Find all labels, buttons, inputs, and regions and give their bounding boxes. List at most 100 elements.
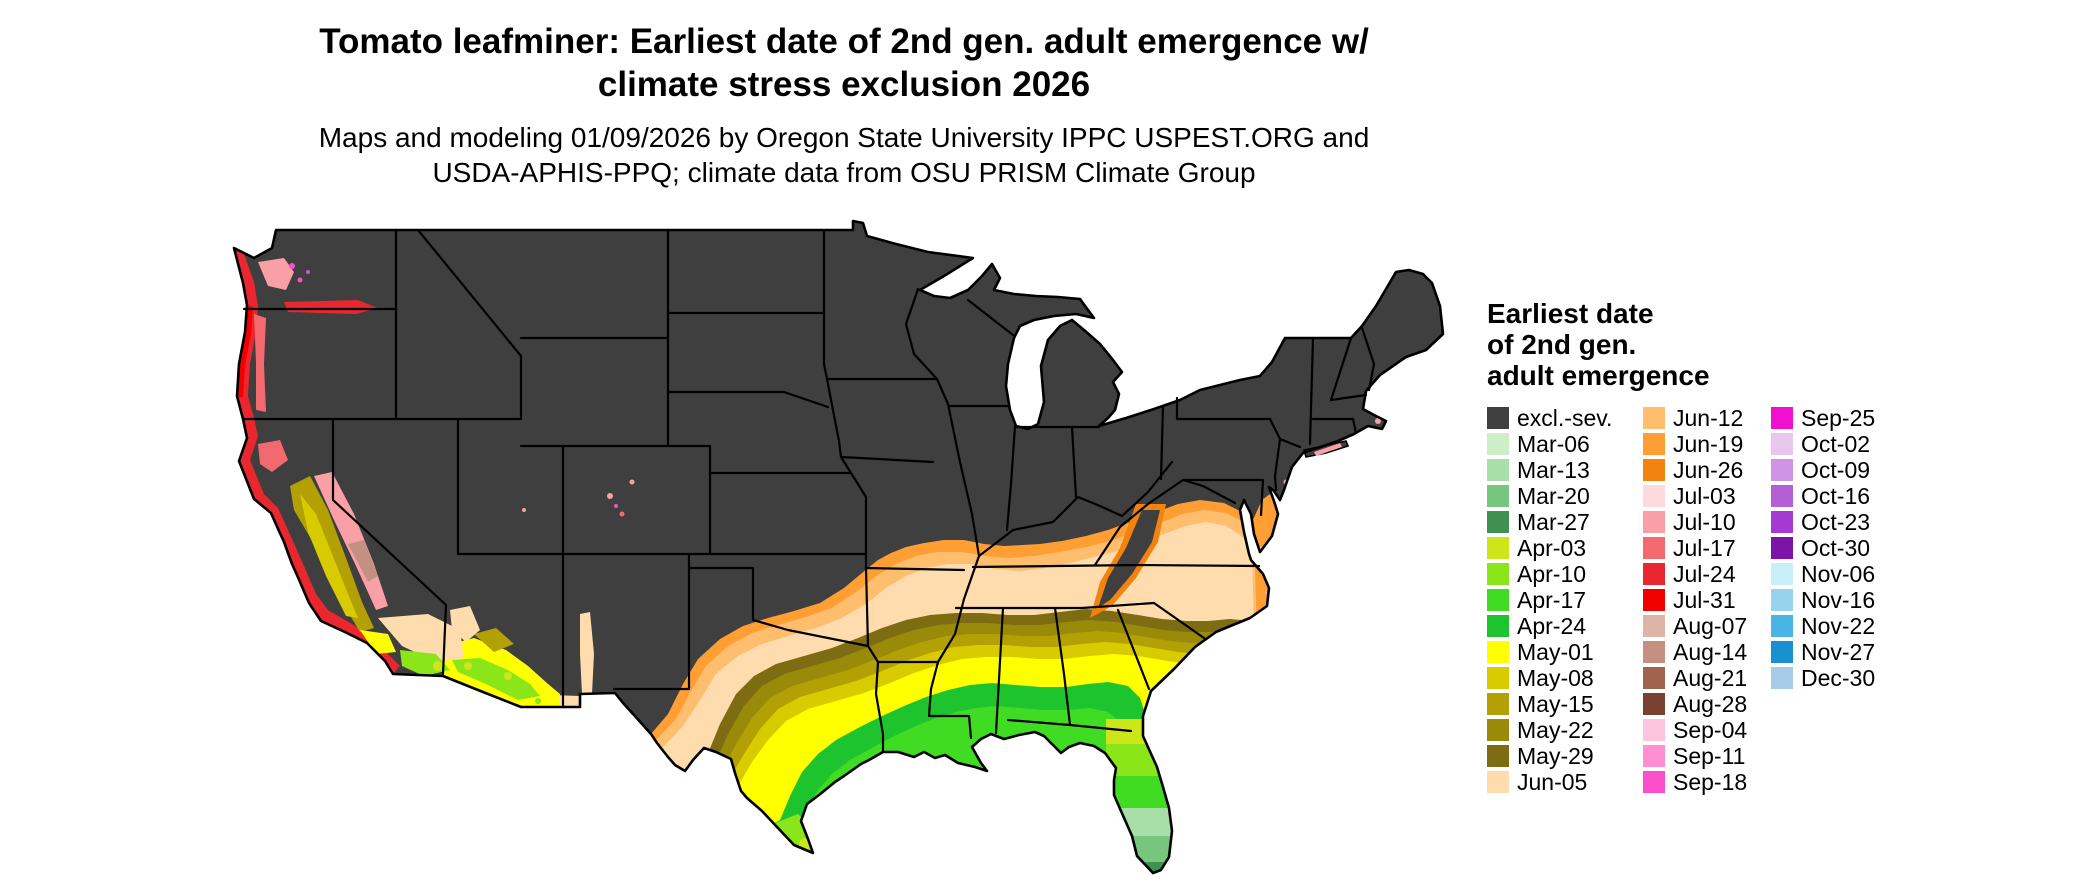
region-rockies-sep18-speck: [614, 504, 618, 508]
legend-label: Aug-07: [1673, 612, 1748, 639]
legend-label: Dec-30: [1801, 664, 1876, 691]
legend-swatch: [1643, 693, 1665, 715]
legend-item: May-08: [1487, 665, 1627, 691]
legend-label: May-15: [1517, 690, 1594, 717]
legend-swatch: [1487, 511, 1509, 533]
legend-swatch: [1643, 771, 1665, 793]
legend: Earliest date of 2nd gen. adult emergenc…: [1487, 298, 1875, 795]
legend-item: Jun-19: [1643, 431, 1755, 457]
legend-swatch: [1771, 537, 1793, 559]
region-columbia-basin-jul24: [284, 300, 378, 314]
legend-item: May-15: [1487, 691, 1627, 717]
map-subtitle-line2: USDA-APHIS-PPQ; climate data from OSU PR…: [432, 157, 1256, 188]
legend-item: Nov-06: [1771, 561, 1875, 587]
legend-label: Nov-16: [1801, 586, 1876, 613]
region-rockies-jul10-speck: [607, 493, 613, 499]
legend-swatch: [1771, 589, 1793, 611]
legend-swatch: [1487, 485, 1509, 507]
legend-item: Apr-03: [1487, 535, 1627, 561]
legend-item: Apr-24: [1487, 613, 1627, 639]
legend-label: Nov-06: [1801, 560, 1876, 587]
legend-item: Jul-17: [1643, 535, 1755, 561]
legend-heading-line1: Earliest date: [1487, 298, 1654, 329]
region-cascades-sep18-speck2: [297, 277, 303, 283]
legend-item: Jun-05: [1487, 769, 1627, 795]
legend-swatch: [1643, 485, 1665, 507]
legend-swatch: [1643, 511, 1665, 533]
state-borders: [242, 228, 1376, 754]
legend-item: Oct-30: [1771, 535, 1875, 561]
legend-label: Jul-24: [1673, 560, 1736, 587]
legend-item: Jul-03: [1643, 483, 1755, 509]
legend-item: Aug-14: [1643, 639, 1755, 665]
legend-item: Mar-06: [1487, 431, 1627, 457]
legend-label: Nov-22: [1801, 612, 1876, 639]
region-norcal-jul17: [258, 440, 288, 472]
legend-swatch: [1487, 615, 1509, 637]
legend-swatch: [1643, 407, 1665, 429]
region-snevada-jun05: [450, 606, 480, 642]
legend-item: Sep-04: [1643, 717, 1755, 743]
legend-label: May-22: [1517, 716, 1594, 743]
legend-label: Oct-16: [1801, 482, 1871, 509]
region-rockies-jul10-speck2: [629, 479, 635, 485]
legend-label: excl.-sev.: [1517, 404, 1613, 431]
map-title-line1: Tomato leafminer: Earliest date of 2nd g…: [319, 22, 1369, 61]
legend-swatch: [1487, 537, 1509, 559]
legend-item: May-29: [1487, 743, 1627, 769]
legend-swatch: [1487, 771, 1509, 793]
legend-swatch: [1771, 615, 1793, 637]
legend-swatch: [1771, 485, 1793, 507]
legend-label: Jun-05: [1517, 768, 1588, 795]
legend-item: Sep-25: [1771, 405, 1875, 431]
legend-label: Jul-03: [1673, 482, 1736, 509]
legend-swatch: [1487, 407, 1509, 429]
region-mojave-jun05: [378, 614, 464, 662]
legend-item: Oct-02: [1771, 431, 1875, 457]
legend-label: Apr-24: [1517, 612, 1587, 639]
legend-item: Nov-22: [1771, 613, 1875, 639]
region-coast-jul31: [237, 305, 253, 398]
legend-heading-line3: adult emergence: [1487, 360, 1710, 391]
legend-item: excl.-sev.: [1487, 405, 1627, 431]
legend-item: May-01: [1487, 639, 1627, 665]
legend-label: Mar-27: [1517, 508, 1590, 535]
region-willamette-jul17: [254, 314, 266, 412]
region-capecod-jul10-speck: [1375, 418, 1381, 424]
region-nm-riogrande-jun05: [580, 612, 594, 694]
legend-item: Sep-11: [1643, 743, 1755, 769]
region-florida-apr03: [1106, 719, 1190, 744]
legend-item: Aug-21: [1643, 665, 1755, 691]
legend-label: Jun-12: [1673, 404, 1744, 431]
legend-label: Jun-19: [1673, 430, 1744, 457]
region-appalachia-excluded-wedge: [1098, 510, 1160, 608]
region-florida-mar27: [1106, 862, 1190, 873]
legend-swatch: [1643, 537, 1665, 559]
legend-swatch: [1771, 459, 1793, 481]
legend-column-3: Sep-25 Oct-02 Oct-09 Oct-16 Oct-23 Oct-30 Nov-…: [1771, 405, 1875, 691]
legend-label: Mar-06: [1517, 430, 1590, 457]
us-outline: [232, 219, 1445, 875]
legend-swatch: [1487, 745, 1509, 767]
legend-item: May-22: [1487, 717, 1627, 743]
legend-item: Jun-12: [1643, 405, 1755, 431]
legend-swatch: [1487, 667, 1509, 689]
region-rockies-jul17-speck: [619, 511, 625, 517]
map-subtitle-line1: Maps and modeling 01/09/2026 by Oregon S…: [318, 122, 1370, 153]
legend-swatch: [1487, 693, 1509, 715]
legend-label: Oct-02: [1801, 430, 1871, 457]
legend-label: Mar-20: [1517, 482, 1590, 509]
legend-heading-line2: of 2nd gen.: [1487, 329, 1637, 360]
legend-item: Aug-07: [1643, 613, 1755, 639]
legend-item: Jul-31: [1643, 587, 1755, 613]
legend-label: Sep-04: [1673, 716, 1748, 743]
region-labasin-may01: [360, 630, 396, 654]
region-nm-apr10-speck: [535, 698, 541, 704]
legend-label: Aug-14: [1673, 638, 1748, 665]
legend-swatch: [1643, 615, 1665, 637]
legend-swatch: [1643, 563, 1665, 585]
legend-label: Sep-11: [1673, 742, 1746, 769]
legend-swatch: [1643, 745, 1665, 767]
region-westcoast-jul24: [234, 248, 400, 674]
map-title-line2: climate stress exclusion 2026: [597, 65, 1091, 104]
